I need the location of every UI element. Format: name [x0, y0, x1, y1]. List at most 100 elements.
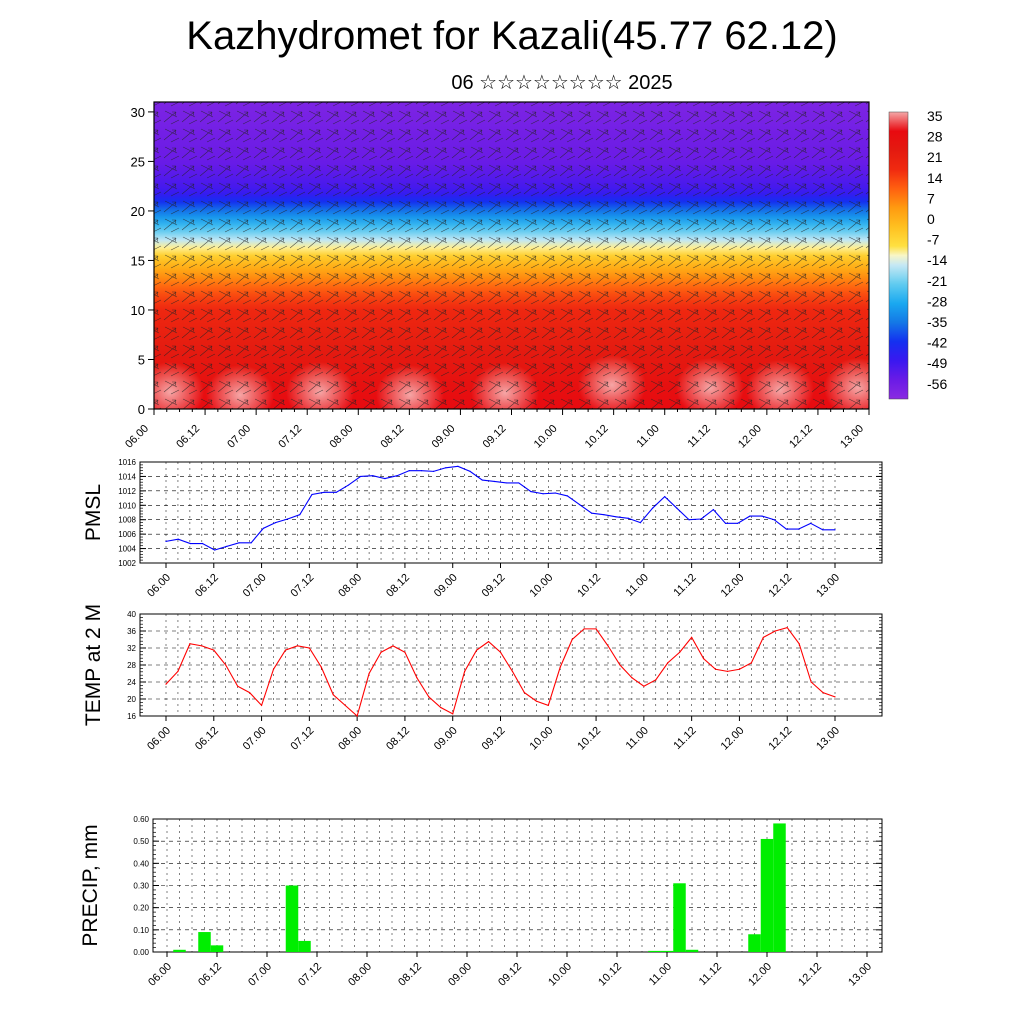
pmsl-point — [578, 503, 581, 506]
pmsl-point — [262, 527, 264, 529]
pmsl-point — [384, 477, 386, 480]
x-tick-label: 08.00 — [336, 572, 364, 600]
temp-point — [702, 658, 705, 660]
x-tick-label: 07.12 — [296, 961, 324, 989]
temp-point — [822, 692, 824, 694]
y-tick-label: 20 — [131, 204, 145, 219]
precip-bar — [198, 932, 211, 952]
temp-point — [344, 704, 346, 706]
y-axis-label: PRECIP, mm — [79, 824, 102, 946]
temp-point — [499, 651, 502, 653]
pmsl-point — [627, 517, 629, 519]
temp-point — [237, 685, 239, 687]
y-tick-label: 36 — [127, 627, 136, 636]
y-tick-label: 1012 — [118, 487, 136, 496]
temperature-panel: 16 20 24 28 32 36 40 06.00 06.12 07.00 07.12 08.00 0… — [82, 604, 883, 753]
precip-bar — [173, 949, 186, 952]
pmsl-point — [749, 515, 751, 517]
pmsl-point — [323, 491, 325, 493]
x-tick-label: 10.00 — [532, 423, 560, 451]
colorbar-label: -49 — [927, 355, 947, 371]
pmsl-point — [457, 465, 459, 467]
colorbar-label: -42 — [927, 335, 947, 351]
y-tick-label: 28 — [127, 661, 136, 670]
temp-point — [511, 670, 514, 672]
x-tick-label: 10.00 — [527, 725, 555, 753]
pmsl-point — [785, 528, 787, 530]
x-tick-label: 08.12 — [396, 961, 424, 989]
x-tick-label: 12.12 — [796, 961, 824, 989]
y-tick-label: 0.20 — [133, 904, 149, 913]
x-tick-label: 07.00 — [241, 725, 269, 753]
y-tick-label: 1014 — [118, 472, 136, 481]
colorbar-label: -7 — [927, 232, 940, 248]
temp-point — [726, 670, 729, 672]
pmsl-point — [724, 522, 727, 524]
x-tick-label: 11.00 — [624, 572, 651, 599]
pmsl-point — [189, 542, 191, 545]
pmsl-point — [493, 480, 496, 483]
x-tick-label: 11.12 — [686, 423, 713, 450]
y-tick-label: 5 — [138, 352, 145, 367]
temp-point — [440, 706, 442, 709]
precip-bar — [685, 949, 699, 952]
x-tick-label: 06.12 — [174, 423, 202, 451]
temp-point — [774, 630, 776, 632]
colorbar: 35 28 21 14 7 0 -7 -14 -21 -28 -35 -42 -49 -56 — [888, 108, 947, 400]
pmsl-point — [214, 549, 216, 551]
temp-point — [260, 704, 263, 706]
x-tick-label: 07.00 — [246, 961, 274, 989]
precip-bar — [285, 885, 299, 952]
pmsl-point — [591, 512, 593, 514]
pmsl-point — [226, 545, 228, 548]
x-tick-label: 08.12 — [379, 423, 407, 451]
x-tick-label: 08.00 — [346, 961, 374, 989]
colorbar-label: 35 — [927, 108, 943, 124]
precip-bar — [773, 823, 786, 952]
pmsl-point — [287, 518, 289, 520]
pmsl-point — [396, 475, 398, 477]
y-tick-label: 0.00 — [133, 948, 149, 957]
temp-point — [655, 679, 657, 681]
x-tick-label: 07.00 — [241, 572, 269, 600]
temp-point — [834, 696, 836, 698]
pmsl-panel: 1002 1004 1006 1008 1010 1012 1014 1016 06.00 06.… — [82, 458, 883, 600]
pmsl-point — [542, 493, 544, 495]
x-tick-label: 08.12 — [384, 725, 412, 753]
temp-point — [320, 666, 322, 668]
temp-point — [535, 700, 537, 702]
x-tick-label: 06.00 — [146, 961, 174, 989]
temp-point — [284, 649, 287, 651]
x-tick-label: 12.12 — [766, 725, 794, 753]
precip-bar — [760, 838, 774, 952]
x-tick-label: 11.12 — [697, 961, 724, 988]
x-tick-label: 10.12 — [583, 423, 611, 451]
x-tick-label: 12.00 — [736, 423, 764, 451]
temp-point — [213, 649, 215, 651]
x-tick-label: 09.00 — [432, 725, 460, 753]
x-tick-label: 06.00 — [123, 423, 151, 451]
temp-point — [189, 643, 191, 645]
temp-point — [607, 645, 609, 647]
temp-point — [547, 704, 549, 706]
temp-point — [798, 643, 800, 645]
temp-point — [810, 681, 812, 683]
pmsl-point — [676, 507, 678, 509]
pmsl-point — [773, 519, 775, 521]
x-tick-label: 10.12 — [575, 572, 603, 600]
pmsl-point — [505, 482, 508, 484]
precip-bar — [210, 945, 224, 952]
colorbar-label: -35 — [927, 314, 947, 330]
temp-point — [762, 636, 764, 638]
pmsl-point — [712, 509, 714, 511]
heatmap-panel: 0 5 10 15 20 25 30 06.00 06.12 07.00 07.12 08.00 08.… — [123, 101, 870, 451]
x-tick-label: 09.00 — [430, 423, 458, 451]
precipitation-panel: 0.00 0.10 0.20 0.30 0.40 0.50 0.60 06.00 06.12 07… — [79, 815, 883, 989]
pmsl-point — [737, 522, 739, 524]
x-tick-label: 12.00 — [719, 725, 747, 753]
y-tick-label: 30 — [131, 105, 145, 120]
y-axis-label: PMSL — [82, 484, 105, 541]
y-tick-label: 0.50 — [133, 837, 149, 846]
